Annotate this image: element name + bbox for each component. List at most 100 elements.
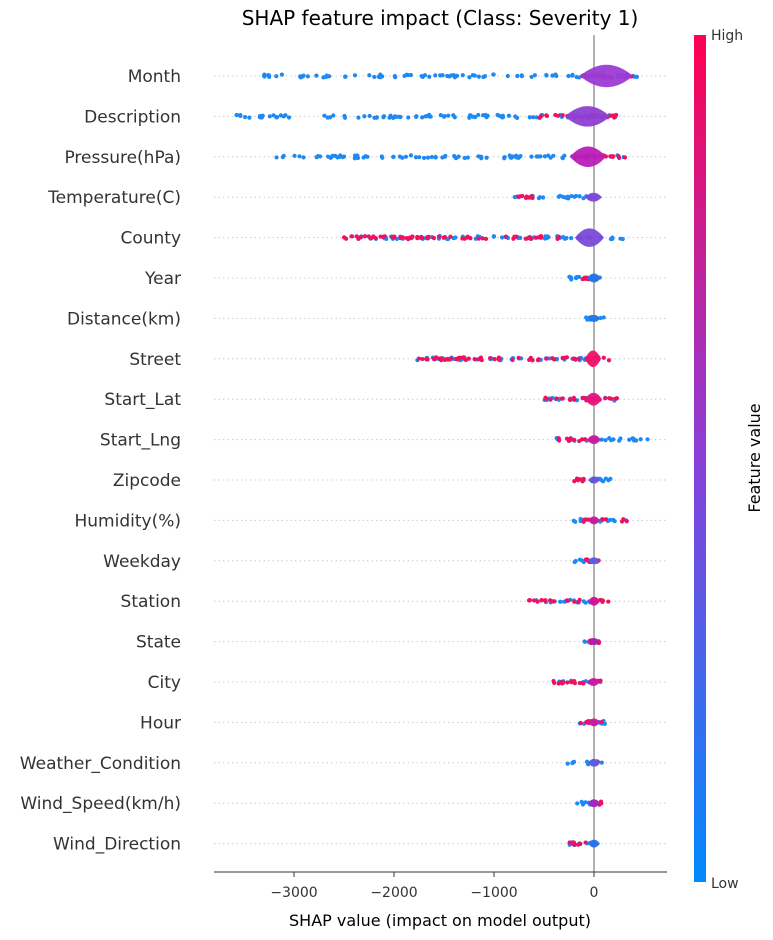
feature-label: County: [120, 229, 181, 249]
shap-dot-high: [382, 234, 387, 239]
shap-dot-high: [472, 357, 477, 362]
shap-dot-low: [572, 559, 577, 565]
shap-dot-high: [416, 356, 422, 361]
shap-dot-high: [561, 680, 566, 685]
shap-dot-low: [502, 156, 507, 161]
violin-layer: [565, 64, 633, 848]
shap-dot-high: [560, 113, 565, 118]
shap-dot-low: [367, 73, 372, 78]
shap-dot-high: [571, 395, 576, 400]
shap-dot-low: [321, 75, 326, 80]
shap-dot-low: [267, 74, 272, 79]
shap-dot-low: [420, 115, 425, 120]
shap-dot-low: [578, 518, 583, 524]
feature-label: Start_Lat: [104, 390, 181, 410]
shap-dot-low: [238, 113, 243, 118]
shap-dot-high: [442, 234, 447, 240]
shap-dot-low: [271, 113, 276, 118]
shap-dot-high: [524, 194, 529, 199]
shap-dot-high: [603, 517, 608, 522]
shap-dot-low: [452, 115, 457, 120]
shap-dot-high: [420, 356, 425, 362]
shap-dot-high: [572, 681, 577, 686]
shap-dot-low: [627, 437, 632, 442]
shap-dot-low: [362, 114, 367, 119]
shap-dot-low: [645, 437, 650, 442]
shap-dot-low: [544, 72, 549, 78]
shap-dot-low: [545, 234, 550, 239]
shap-dot-low: [470, 73, 475, 78]
shap-dot-low: [479, 156, 484, 161]
shap-dot-low: [531, 115, 536, 120]
shap-dot-low: [512, 194, 517, 200]
shap-dot-high: [573, 357, 578, 362]
shap-dot-high: [608, 113, 613, 118]
feature-label: Station: [121, 592, 181, 612]
shap-dot-low: [325, 154, 331, 159]
feature-label: State: [136, 633, 181, 653]
shap-dot-low: [438, 112, 443, 118]
shap-dot-low: [476, 112, 481, 118]
shap-dot-high: [612, 115, 617, 120]
x-tick-label: 0: [590, 885, 599, 901]
violin-body: [580, 64, 633, 88]
violin-body: [587, 435, 601, 445]
shap-dot-high: [401, 235, 406, 240]
shap-dot-high: [552, 357, 557, 362]
shap-dot-high: [569, 679, 574, 685]
violin-body: [570, 146, 606, 168]
shap-dot-low: [300, 74, 306, 79]
shap-dot-high: [434, 355, 439, 360]
shap-dot-high: [583, 276, 588, 281]
shap-dot-high: [531, 598, 537, 603]
row-gridlines: [214, 75, 667, 845]
feature-labels: Month Description Pressure(hPa) Temperature…: [20, 67, 182, 855]
shap-dot-low: [569, 193, 574, 199]
shap-dot-low: [381, 114, 387, 119]
violin-body: [588, 758, 600, 767]
shap-dot-low: [391, 154, 396, 160]
shap-dot-low: [462, 155, 467, 161]
shap-dot-low: [260, 113, 265, 118]
violin-body: [588, 718, 600, 727]
violin-body: [588, 476, 600, 484]
shap-dot-high: [371, 234, 376, 239]
shap-dot-low: [467, 75, 472, 80]
shap-dot-low: [510, 154, 516, 159]
shap-dot-high: [565, 598, 571, 603]
shap-dot-high: [572, 599, 577, 604]
shap-dot-high: [560, 356, 565, 361]
shap-dot-low: [577, 194, 582, 199]
shap-dot-high: [512, 234, 517, 239]
shap-dot-low: [515, 73, 520, 79]
shap-dot-high: [533, 235, 539, 240]
shap-dot-low: [413, 155, 419, 160]
shap-dot-low: [607, 436, 612, 441]
shap-dot-low: [392, 74, 397, 79]
shap-dot-low: [606, 478, 611, 483]
colorbar-title: Feature value: [745, 403, 764, 512]
shap-dot-high: [535, 599, 540, 604]
shap-dot-low: [534, 154, 539, 159]
shap-dot-high: [583, 840, 588, 845]
feature-label: Street: [129, 350, 181, 370]
shap-dot-high: [606, 599, 611, 604]
shap-dot-low: [315, 153, 321, 159]
shap-dot-high: [488, 355, 493, 361]
shap-dot-high: [613, 396, 618, 401]
shap-dot-low: [343, 74, 348, 79]
shap-dot-high: [530, 195, 535, 201]
shap-dot-low: [514, 155, 519, 160]
shap-dot-low: [571, 518, 576, 523]
shap-dot-low: [429, 154, 434, 160]
shap-dot-high: [463, 357, 468, 363]
shap-dot-low: [569, 277, 574, 282]
shap-dot-low: [538, 154, 543, 159]
shap-dot-low: [519, 74, 525, 79]
shap-dot-high: [575, 842, 581, 847]
shap-dot-low: [575, 274, 580, 280]
shap-dot-low: [402, 73, 407, 79]
shap-dot-low: [286, 115, 292, 120]
shap-dot-low: [327, 115, 333, 120]
feature-label: Pressure(hPa): [64, 148, 181, 168]
